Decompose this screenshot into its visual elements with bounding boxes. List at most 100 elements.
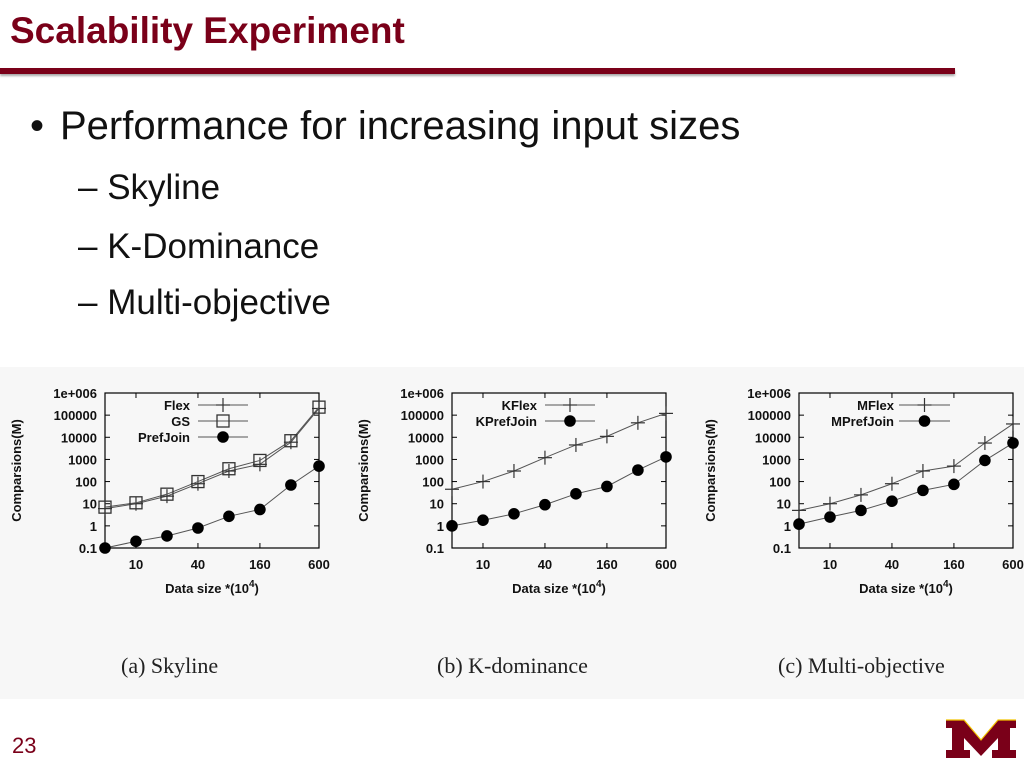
y-tick-label: 1000 [762,452,791,467]
x-tick-label: 160 [249,557,271,572]
y-tick-label: 1 [90,519,97,534]
legend-label: GS [171,414,190,429]
data-point-kflex [599,429,614,444]
data-point-prefjoin [254,503,266,516]
data-point-gs [253,453,267,468]
x-tick-label: 10 [823,557,837,572]
title-divider [0,68,955,74]
x-axis-label: Data size *(104) [165,579,259,596]
data-point-gs [284,434,298,448]
x-axis-label-exponent: 4 [943,579,949,590]
y-tick-label: 10000 [408,430,444,445]
y-tick-label: 100 [769,475,791,490]
sub-text: K-Dominance [107,227,320,266]
x-axis-label-close: ) [602,581,606,596]
data-point-prefjoin [161,530,173,542]
x-tick-label: 600 [308,557,330,572]
x-axis-label-close: ) [949,581,953,596]
data-point-prefjoin [130,535,142,548]
data-point-gs [129,496,143,510]
series-line-gs [104,406,320,508]
data-point-mprefjoin [1007,437,1019,449]
sub-dash: – [78,227,98,266]
legend-marker-mflex [917,398,932,412]
slide-title: Scalability Experiment [10,10,405,51]
y-tick-label: 1e+006 [747,386,791,401]
y-tick-label: 10 [777,497,791,512]
data-point-prefjoin [223,510,235,523]
caption-c: (c) Multi-objective [778,653,945,678]
university-m-logo-icon [946,719,1016,758]
y-tick-label: 10 [83,497,97,512]
y-tick-label: 0.1 [79,541,97,556]
legend-marker-kprefjoin [564,415,576,427]
series-line-kflex [451,412,667,490]
bullet-item: • Performance for increasing input sizes [30,104,740,149]
data-point-mprefjoin [824,511,836,523]
legend-marker-flex [216,398,230,412]
data-point-mflex [1006,416,1020,431]
data-point-gs [98,500,112,514]
y-tick-label: 100000 [401,408,444,423]
plot-frame [451,392,667,549]
y-axis-label: Comparsions(M) [703,419,718,522]
sub-text: Multi-objective [107,283,331,322]
data-point-kflex [506,464,521,479]
data-point-kflex [568,437,583,452]
data-point-mprefjoin [979,454,991,467]
data-point-kflex [445,482,459,497]
figure-panel: 0.1 1 10 100 1000 10000 100000 1e+006 10 40 160 600… [0,367,1024,699]
x-axis-label-exponent: 4 [596,579,602,590]
y-axis-label: Comparsions(M) [9,419,24,522]
x-tick-label: 160 [943,557,965,572]
y-tick-label: 1e+006 [400,386,444,401]
data-point-kprefjoin [446,520,458,532]
data-point-kprefjoin [508,508,520,520]
legend-marker-kflex [563,398,577,412]
data-point-mflex [792,503,806,518]
sub-dash: – [78,168,98,207]
data-point-prefjoin [99,542,111,554]
data-point-prefjoin [192,522,204,534]
chart-k-dominance: 0.1 1 10 100 1000 10000 100000 1e+006 10 40 160 600… [356,386,677,596]
y-tick-label: 100000 [748,408,791,423]
data-point-mflex [915,464,930,479]
page-number: 23 [12,733,37,758]
legend-label: Flex [164,398,191,413]
x-tick-label: 600 [655,557,677,572]
data-point-mflex [946,459,961,474]
chart-multi-objective: 0.1 1 10 100 1000 10000 100000 1e+006 10 40 160 600… [703,386,1024,596]
data-point-mprefjoin [793,518,805,530]
y-tick-label: 100 [75,475,97,490]
series-line-mflex [798,423,1014,511]
data-point-mflex [822,496,837,511]
sub-text: Skyline [107,168,221,207]
data-point-mflex [853,487,868,502]
data-point-gs [222,462,236,476]
sub-item-multi-objective: – Multi-objective [78,283,331,323]
x-tick-label: 40 [885,557,899,572]
data-point-kflex [537,450,552,465]
caption-a: (a) Skyline [121,653,219,678]
x-axis-label-exponent: 4 [249,579,255,590]
legend-label: PrefJoin [138,430,190,445]
legend-label: MPrefJoin [831,414,894,429]
data-point-mflex [977,436,992,451]
data-point-prefjoin [285,479,297,491]
x-axis-label-close: ) [255,581,259,596]
legend-marker-gs [216,414,230,428]
data-point-mprefjoin [886,495,898,507]
x-tick-label: 40 [191,557,205,572]
x-axis-label: Data size *(104) [512,579,606,596]
y-tick-label: 10000 [755,430,791,445]
data-point-mprefjoin [917,484,929,497]
data-point-mflex [884,476,899,491]
data-point-prefjoin [313,460,325,472]
x-tick-label: 10 [476,557,490,572]
data-point-kflex [630,415,645,430]
data-point-gs [160,487,174,501]
y-tick-label: 100000 [54,408,97,423]
x-tick-label: 160 [596,557,618,572]
y-tick-label: 1 [784,519,791,534]
data-point-kprefjoin [539,498,551,511]
